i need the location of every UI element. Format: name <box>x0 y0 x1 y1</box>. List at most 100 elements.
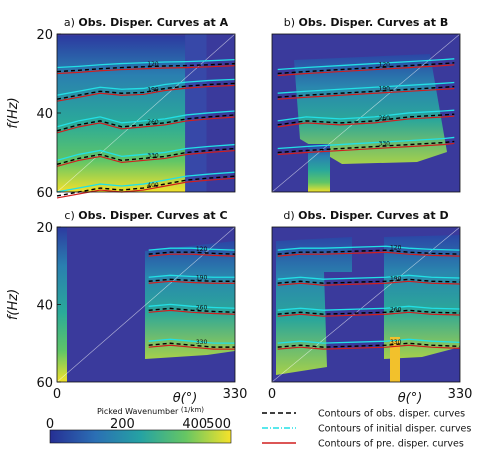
panel-title-prefix: c) <box>64 209 78 222</box>
obs-contour-120 <box>56 62 236 73</box>
colorbar-label-text: Picked Wavenumber <box>97 407 181 416</box>
initial-contour-260 <box>277 109 455 122</box>
panel-title-prefix: b) <box>284 16 299 29</box>
pre-contour-260 <box>277 311 461 317</box>
data-field-tail <box>308 144 330 192</box>
y-tick-label: 60 <box>36 186 53 201</box>
colorbar-unit: (1/km) <box>181 406 204 414</box>
plot-frame <box>271 226 461 383</box>
initial-contour-120 <box>277 245 461 251</box>
panel-title-text: Obs. Disper. Curves at C <box>78 209 227 222</box>
panel-title-text: Obs. Disper. Curves at D <box>298 209 448 222</box>
contour-label-120: 120 <box>379 62 391 69</box>
colorbar-tick-label: 500 <box>206 417 231 432</box>
contour-label-120: 120 <box>196 246 208 253</box>
contour-label-400: 400 <box>147 182 159 189</box>
pre-contour-190 <box>56 84 236 102</box>
initial-contour-330 <box>277 136 455 150</box>
x-axis-label: θ(°) <box>173 391 198 406</box>
panel-c: 120 190 260 330 c) Obs. Disper. Curves at C 2… <box>6 209 247 406</box>
contour-label-190: 190 <box>379 85 391 92</box>
colorbar-label: Picked Wavenumber (1/km) <box>97 406 204 416</box>
initial-contour-120 <box>148 247 236 251</box>
obs-contour-120 <box>148 251 236 255</box>
initial-contour-260 <box>56 110 236 128</box>
data-field-right <box>384 235 460 359</box>
panel-title-prefix: a) <box>64 16 79 29</box>
panel-d: 120 190 260 330 d) Obs. Disper. Curves at D 0… <box>268 209 473 406</box>
pre-contour-330 <box>277 344 461 350</box>
x-tick-label: 330 <box>223 387 248 402</box>
contour-label-260: 260 <box>390 306 402 313</box>
panel-title-text: Obs. Disper. Curves at A <box>78 16 228 29</box>
initial-contour-190 <box>148 274 235 278</box>
y-tick-label: 20 <box>36 221 53 236</box>
obs-contour-190 <box>277 85 455 98</box>
colorbar-tick-label: 0 <box>46 417 54 432</box>
contour-label-120: 120 <box>390 244 402 251</box>
initial-contour-120 <box>277 58 455 71</box>
colorbar-tick-label: 400 <box>182 417 207 432</box>
colorbar-tick-label: 200 <box>110 417 135 432</box>
obs-contour-330 <box>277 342 461 348</box>
y-tick-label: 40 <box>36 107 53 122</box>
pre-contour-400 <box>56 177 236 199</box>
legend-label: Contours of initial disper. curves <box>318 424 471 435</box>
pre-contour-190 <box>148 280 235 284</box>
colorbar <box>49 429 232 444</box>
pre-contour-260 <box>56 116 236 134</box>
initial-contour-330 <box>277 338 461 344</box>
data-field <box>145 241 235 359</box>
initial-contour-190 <box>277 274 461 280</box>
panel-title: a) Obs. Disper. Curves at A <box>64 16 229 29</box>
panel-title-prefix: d) <box>283 209 298 222</box>
initial-contour-400 <box>56 171 236 193</box>
pre-contour-190 <box>277 87 455 100</box>
pre-contour-190 <box>277 280 461 286</box>
x-tick-label: 0 <box>268 387 276 402</box>
contour-label-120: 120 <box>147 61 159 68</box>
data-field-strip <box>390 337 400 382</box>
panel-title: d) Obs. Disper. Curves at D <box>283 209 448 222</box>
y-axis-label: f(Hz) <box>6 97 21 128</box>
obs-contour-260 <box>56 114 236 132</box>
obs-contour-330 <box>148 342 235 348</box>
pre-contour-260 <box>148 309 236 315</box>
contour-label-330: 330 <box>147 152 159 159</box>
pre-contour-330 <box>277 142 455 156</box>
y-tick-label: 40 <box>36 299 53 314</box>
diagonal-line <box>271 226 461 383</box>
obs-contour-330 <box>277 140 455 154</box>
x-axis-label: θ(°) <box>398 391 423 406</box>
pre-contour-330 <box>56 149 236 167</box>
pre-contour-120 <box>56 65 236 75</box>
contour-label-190: 190 <box>147 86 159 93</box>
x-tick-label: 330 <box>448 387 473 402</box>
y-axis-label: f(Hz) <box>6 289 21 320</box>
contour-label-330: 330 <box>379 141 391 148</box>
data-field-left <box>57 227 67 382</box>
obs-contour-120 <box>277 249 461 255</box>
obs-contour-120 <box>277 62 455 75</box>
pre-contour-260 <box>277 115 455 128</box>
contour-label-330: 330 <box>390 339 402 346</box>
initial-contour-260 <box>148 303 236 309</box>
panel-a: 120 190 260 330 400 a) Obs. Disper. Curves at… <box>6 16 236 201</box>
legend-item: Contours of obs. disper. curves <box>262 409 465 420</box>
panel-b: 120 190 260 330 b) Obs. Disper. Curves at B <box>271 16 461 193</box>
pre-contour-330 <box>148 344 235 350</box>
obs-contour-260 <box>277 309 461 315</box>
initial-contour-120 <box>56 58 236 69</box>
panel-title: b) Obs. Disper. Curves at B <box>284 16 448 29</box>
initial-contour-190 <box>277 81 455 94</box>
legend-label: Contours of pre. disper. curves <box>318 439 464 450</box>
legend-label: Contours of obs. disper. curves <box>318 409 465 420</box>
data-field-left <box>276 237 352 375</box>
pre-contour-120 <box>148 253 236 257</box>
obs-contour-190 <box>56 82 236 100</box>
y-tick-label: 20 <box>36 28 53 43</box>
contour-label-260: 260 <box>196 304 208 311</box>
x-tick-label: 0 <box>53 387 61 402</box>
panel-title-text: Obs. Disper. Curves at B <box>299 16 449 29</box>
